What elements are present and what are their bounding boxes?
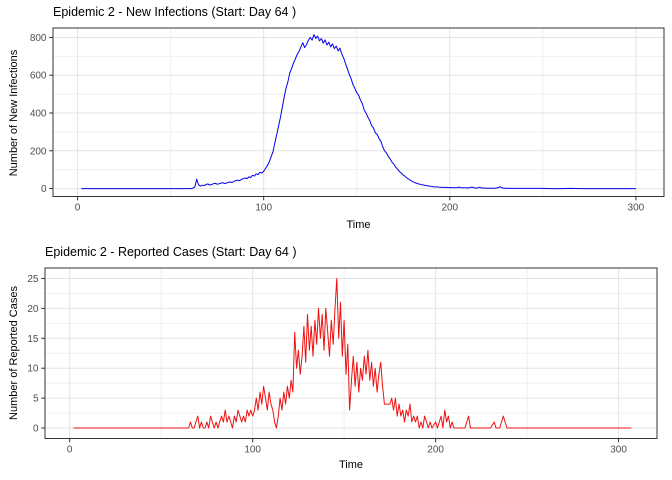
y-tick-label: 0 [41, 184, 47, 195]
reported-cases-plot-area: 0 100 200 300 0 5 10 15 20 25 [27, 267, 658, 456]
new-infections-plot-area: 0 100 200 300 0 200 400 600 800 [30, 27, 665, 214]
chart-title: Epidemic 2 - New Infections (Start: Day … [53, 5, 297, 19]
y-axis-title-text: Number of Reported Cases [8, 286, 20, 420]
y-tick-label: 600 [30, 71, 47, 82]
reported-cases-chart: 0 100 200 300 0 5 10 15 20 25 Epidemic 2 - Report… [0, 240, 672, 480]
new-infections-chart: 0 100 200 300 0 200 400 600 800 Epidemic 2 - New… [0, 0, 665, 240]
series-line [73, 278, 632, 429]
chart-title: Epidemic 2 - Reported Cases (Start: Day … [45, 245, 297, 259]
y-tick-label: 200 [30, 146, 47, 157]
x-tick-label: 300 [610, 445, 627, 456]
y-tick-label: 0 [33, 424, 39, 435]
y-tick-label: 800 [30, 33, 47, 44]
panel-border [44, 267, 658, 439]
y-tick-label: 20 [27, 304, 39, 315]
y-tick-label: 25 [27, 274, 39, 285]
x-axis-title: Time [338, 459, 364, 471]
x-tick-label: 0 [67, 445, 73, 456]
x-axis-title: Time [346, 219, 371, 231]
series-line [81, 34, 636, 190]
x-tick-label: 200 [441, 203, 458, 214]
y-axis-title-text: Number of New Infections [8, 49, 20, 177]
x-tick-label: 100 [255, 203, 272, 214]
x-tick-label: 300 [628, 203, 645, 214]
y-tick-label: 10 [27, 364, 39, 375]
x-tick-label: 0 [75, 203, 81, 214]
panel-background [53, 28, 664, 197]
y-tick-label: 5 [33, 394, 39, 405]
panel-border [52, 27, 665, 197]
y-axis-title: Number of Reported Cases [0, 240, 28, 480]
x-tick-label: 100 [244, 445, 261, 456]
y-axis-title: Number of New Infections [0, 0, 28, 240]
y-tick-label: 15 [27, 334, 39, 345]
y-tick-label: 400 [30, 109, 47, 120]
x-tick-label: 200 [427, 445, 444, 456]
